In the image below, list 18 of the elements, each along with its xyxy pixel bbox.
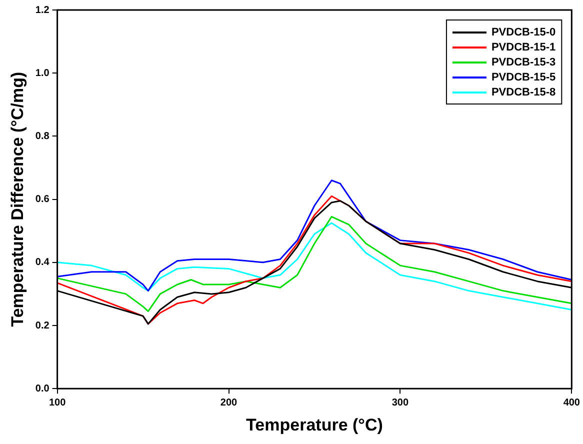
x-tick-label: 200	[220, 397, 238, 408]
legend-label: PVDCB-15-1	[491, 42, 556, 54]
y-tick-label: 0.8	[35, 130, 50, 142]
x-tick-label: 100	[48, 397, 66, 408]
y-tick-label: 0.4	[35, 257, 50, 268]
legend-label: PVDCB-15-5	[491, 72, 556, 84]
x-axis-title: Temperature (°C)	[246, 415, 383, 434]
x-tick-label: 400	[563, 397, 580, 408]
legend-label: PVDCB-15-3	[491, 56, 556, 69]
y-tick-label: 0.0	[35, 383, 50, 394]
legend-label: PVDCB-15-0	[491, 26, 556, 39]
x-tick-label: 300	[392, 397, 409, 408]
y-tick-label: 0.6	[35, 194, 50, 206]
y-tick-label: 1.2	[35, 4, 50, 16]
y-tick-label: 1.0	[35, 68, 50, 79]
y-tick-label: 0.2	[35, 320, 50, 332]
y-axis-title: Temperature Difference (°C/mg)	[8, 72, 27, 327]
legend-label: PVDCB-15-8	[491, 86, 556, 99]
